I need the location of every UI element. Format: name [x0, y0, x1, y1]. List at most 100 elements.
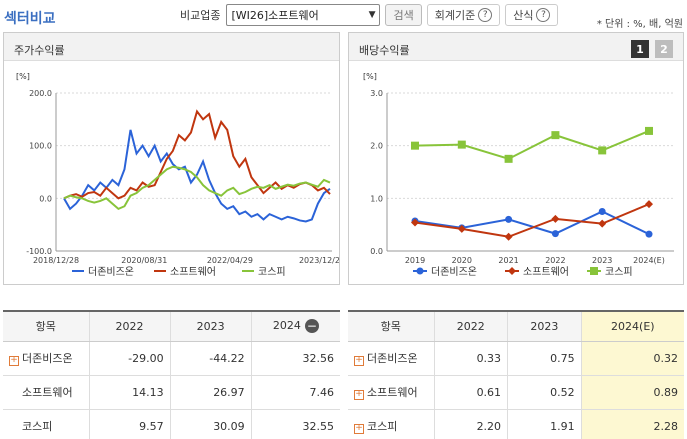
formula-button[interactable]: 산식 ?: [505, 4, 559, 26]
legend-marker: [590, 267, 598, 275]
data-point: [457, 140, 466, 149]
y-tick-label: 1.0: [370, 194, 383, 203]
cell-value: 0.52: [507, 375, 582, 410]
accounting-button[interactable]: 회계기준 ?: [426, 4, 501, 26]
data-point: [598, 146, 607, 155]
data-point: [645, 230, 653, 238]
row-name: 소프트웨어: [367, 386, 418, 399]
y-tick-label: 3.0: [370, 89, 383, 98]
row-label: 코스피: [3, 409, 89, 439]
cell-value: 0.75: [507, 341, 582, 376]
legend-marker: [416, 267, 424, 275]
x-tick-label: 2019: [405, 256, 425, 265]
series-line: [414, 129, 650, 160]
panel-title: 배당수익률: [349, 33, 683, 61]
row-label: 소프트웨어: [3, 375, 89, 410]
cell-value: 2.20: [433, 409, 508, 439]
x-tick-label: 2020: [452, 256, 472, 265]
cell-value: 0.89: [580, 375, 684, 410]
y-tick-label: 2.0: [370, 142, 383, 151]
data-point: [457, 224, 466, 233]
table-row: 소프트웨어 14.13 26.97 7.46: [3, 375, 340, 410]
x-tick-label: 2021: [498, 256, 518, 265]
data-point: [411, 218, 419, 227]
row-name: 더존비즈온: [367, 352, 418, 365]
cell-value: 7.46: [250, 375, 340, 410]
x-tick-label: 2023: [592, 256, 612, 265]
data-point: [505, 215, 513, 223]
legend-label: 더존비즈온: [431, 266, 477, 278]
table-row: 코스피 9.57 30.09 32.55: [3, 409, 340, 439]
cell-value: 9.57: [88, 409, 171, 439]
cell-value: 32.55: [250, 409, 340, 439]
y-tick-label: 200.0: [29, 89, 52, 98]
col-header-2023: 2023: [507, 310, 582, 342]
dividend-yield-table: 항목 2022 2023 2024(E) + 더존비즈온 0.33 0.75 0.…: [348, 310, 684, 439]
table-row: + 소프트웨어 0.61 0.52 0.89: [348, 375, 684, 410]
help-icon: ?: [536, 8, 551, 22]
data-point: [411, 141, 419, 150]
tab-1[interactable]: 1: [631, 40, 649, 58]
y-unit-label: [%]: [363, 72, 377, 81]
panel-title: 주가수익률: [4, 33, 339, 61]
data-point: [551, 131, 560, 140]
data-point: [504, 232, 513, 241]
cell-value: 0.61: [433, 375, 508, 410]
toolbar: 비교업종 [WI26]소프트웨어 ▼ 검색 회계기준 ? 산식 ?: [180, 4, 559, 26]
cell-value: 30.09: [169, 409, 252, 439]
row-label: + 코스피: [348, 409, 434, 439]
table-row: + 더존비즈온 0.33 0.75 0.32: [348, 341, 684, 376]
expand-icon[interactable]: +: [354, 389, 364, 400]
legend-marker: [508, 267, 516, 275]
x-tick-label: 2018/12/28: [33, 256, 79, 265]
col-header-2022: 2022: [433, 310, 508, 342]
series-line: [63, 129, 331, 223]
row-name: 더존비즈온: [22, 352, 73, 365]
legend-label: 코스피: [258, 266, 286, 278]
search-button[interactable]: 검색: [385, 4, 422, 26]
col-header-item: 항목: [348, 310, 434, 342]
price-return-panel: 주가수익률 [%] 200.0 100.0 0.0 -100.0 2018/12/28 2…: [3, 32, 345, 285]
chevron-down-icon: ▼: [368, 10, 376, 20]
cell-value: 0.32: [580, 341, 684, 376]
cell-value: 32.56: [250, 341, 340, 376]
sector-select[interactable]: [WI26]소프트웨어 ▼: [226, 4, 381, 26]
x-tick-label: 2023/12/28: [299, 256, 339, 265]
col-header-2022: 2022: [88, 310, 171, 342]
cell-value: 0.33: [433, 341, 508, 376]
row-label: + 소프트웨어: [348, 375, 434, 410]
cell-value: 26.97: [169, 375, 252, 410]
collapse-icon[interactable]: −: [304, 319, 319, 334]
legend-label: 소프트웨어: [170, 266, 216, 278]
sector-select-value: [WI26]소프트웨어: [231, 9, 319, 22]
data-point: [551, 230, 559, 238]
row-label: + 더존비즈온: [3, 341, 89, 376]
col-header-2023: 2023: [169, 310, 252, 342]
data-point: [598, 208, 606, 215]
cell-value: 1.91: [507, 409, 582, 439]
help-icon: ?: [478, 8, 493, 22]
col-header-item: 항목: [3, 310, 89, 342]
y-tick-label: 0.0: [39, 194, 52, 203]
expand-icon[interactable]: +: [354, 355, 364, 366]
unit-note: * 단위 : %, 배, 억원: [596, 19, 683, 30]
row-label: + 더존비즈온: [348, 341, 434, 376]
series-line: [414, 210, 650, 236]
data-point: [504, 154, 513, 163]
expand-icon[interactable]: +: [9, 355, 19, 366]
table-row: + 코스피 2.20 1.91 2.28: [348, 409, 684, 439]
x-tick-label: 2022/04/29: [207, 256, 253, 265]
accounting-label: 회계기준: [434, 9, 476, 22]
y-unit-label: [%]: [16, 72, 30, 81]
series-line: [414, 203, 650, 238]
tab-2[interactable]: 2: [655, 40, 673, 58]
price-return-table: 항목 2022 2023 2024− + 더존비즈온 -29.00 -44.22 …: [3, 310, 340, 439]
table-row: + 더존비즈온 -29.00 -44.22 32.56: [3, 341, 340, 376]
data-point: [551, 214, 560, 223]
row-name: 코스피: [22, 420, 53, 433]
formula-label: 산식: [513, 9, 534, 22]
y-tick-label: 0.0: [370, 247, 383, 256]
series-line: [63, 165, 331, 211]
expand-icon[interactable]: +: [354, 423, 364, 434]
